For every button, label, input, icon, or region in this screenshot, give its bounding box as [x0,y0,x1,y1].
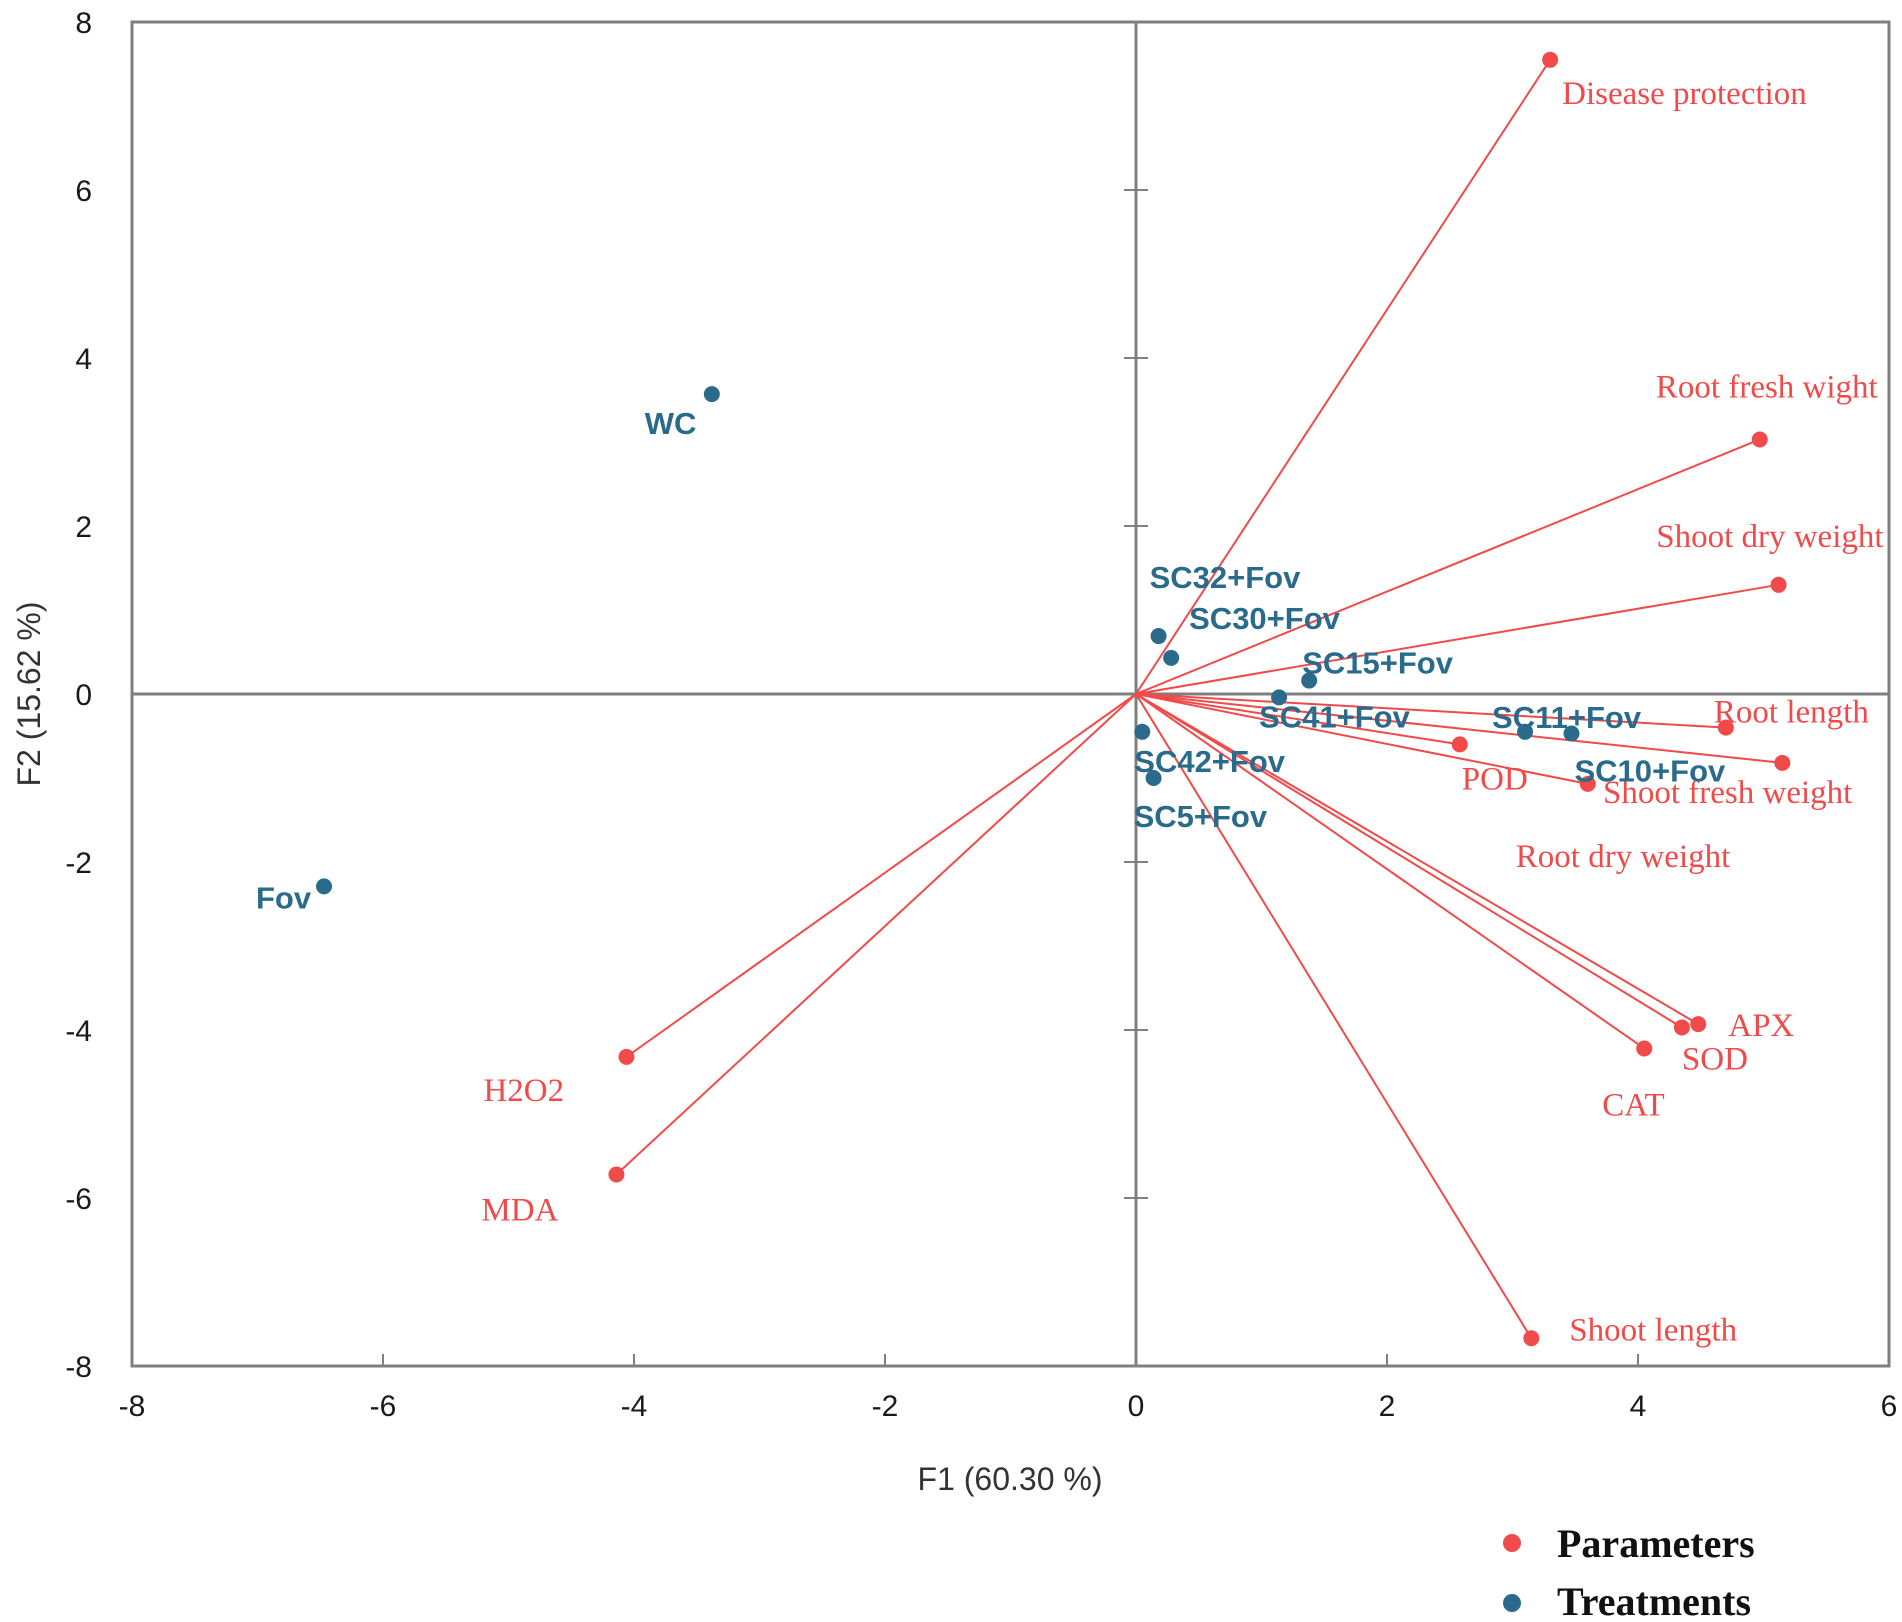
parameter-point-disease-protection [1542,51,1559,68]
vector-root-fresh-wight [1135,438,1761,695]
x-tick-label: 0 [1128,1390,1145,1423]
treatment-label-sc30-fov: SC30+Fov [1189,601,1341,636]
treatment-point-fov [316,878,333,895]
vector-cat [1135,693,1645,1050]
parameter-point-h2o2 [618,1048,635,1065]
treatment-label-wc: WC [645,406,697,441]
parameter-label-pod: POD [1462,761,1528,797]
x-tick-label: -8 [119,1390,146,1423]
zero-axes [132,22,1889,1366]
y-tick-label: -2 [65,847,92,880]
x-tick-label: -2 [872,1390,899,1423]
parameter-point-shoot-fresh-weight [1774,754,1791,771]
vector-root-length [1135,693,1726,729]
treatment-point-sc32-fov [1150,628,1167,645]
vector-pod [1135,693,1460,746]
treatment-point-sc5-fov [1145,770,1162,786]
point-labels: Disease protection Root fresh wight Shoot … [256,76,1884,1348]
data-points [316,51,1791,1347]
parameter-point-shoot-length [1523,1330,1540,1347]
parameter-label-root-dry-weight: Root dry weight [1516,839,1730,875]
treatment-point-wc [703,386,720,403]
parameter-point-cat [1636,1040,1653,1057]
treatment-label-sc15-fov: SC15+Fov [1302,646,1454,681]
parameter-point-root-dry-weight [1579,775,1596,792]
parameter-point-mda [608,1166,625,1183]
axis-ticks: -8 -6 -4 -2 0 2 4 6 8 6 4 2 0 -2 -4 -6 -8 [65,7,1897,1423]
parameter-label-mda: MDA [481,1192,558,1228]
vector-mda [615,693,1137,1176]
x-axis-title: F1 (60.30 %) [918,1461,1103,1497]
parameter-label-cat: CAT [1602,1087,1664,1123]
parameter-label-shoot-dry-weight: Shoot dry weight [1656,519,1883,555]
parameter-vectors [615,59,1783,1339]
parameter-label-root-length: Root length [1714,695,1869,731]
treatment-point-sc10-fov [1563,725,1580,742]
legend-marker-parameters [1503,1534,1521,1552]
parameter-label-h2o2: H2O2 [483,1073,564,1109]
y-tick-label: -8 [65,1351,92,1384]
vector-h2o2 [625,693,1137,1058]
parameter-label-shoot-fresh-weight: Shoot fresh weight [1603,775,1852,811]
treatment-label-fov: Fov [256,880,312,915]
vector-shoot-fresh-weight [1135,693,1783,764]
vector-sod [1135,693,1683,1029]
treatment-label-sc32-fov: SC32+Fov [1150,560,1302,595]
legend: Parameters Treatments [1503,1521,1755,1622]
y-tick-label: 6 [75,175,92,208]
y-tick-label: 0 [75,679,92,712]
parameter-point-root-fresh-wight [1751,431,1768,448]
parameter-point-apx [1690,1016,1707,1033]
vector-apx [1135,693,1699,1025]
treatment-point-sc11-fov [1517,723,1534,740]
treatment-label-sc5-fov: SC5+Fov [1134,799,1268,834]
x-tick-label: 6 [1881,1390,1898,1423]
vector-shoot-length [1135,693,1533,1339]
treatment-point-sc41-fov [1271,689,1288,706]
treatment-label-sc42-fov: SC42+Fov [1134,744,1286,779]
treatment-point-sc30-fov [1163,649,1180,666]
parameter-label-disease-protection: Disease protection [1562,76,1807,112]
vector-shoot-dry-weight [1135,583,1779,695]
y-tick-label: 8 [75,7,92,40]
parameter-label-apx: APX [1728,1008,1794,1044]
y-axis-title: F2 (15.62 %) [11,602,47,787]
y-tick-label: 2 [75,511,92,544]
treatment-label-sc11-fov: SC11+Fov [1492,700,1642,735]
legend-marker-treatments [1503,1594,1521,1612]
treatment-point-sc42-fov [1134,723,1151,740]
legend-label-parameters: Parameters [1557,1521,1755,1566]
x-tick-label: 2 [1379,1390,1396,1423]
x-tick-label: 4 [1630,1390,1647,1423]
treatment-label-sc10-fov: SC10+Fov [1574,753,1726,788]
x-tick-label: -4 [621,1390,648,1423]
parameter-point-sod [1673,1019,1690,1036]
parameter-label-root-fresh-wight: Root fresh wight [1656,369,1878,405]
vector-root-dry-weight [1135,693,1588,785]
vector-disease-protection [1135,59,1551,695]
treatment-label-sc41-fov: SC41+Fov [1259,699,1411,734]
parameter-label-shoot-length: Shoot length [1569,1312,1737,1348]
y-tick-label: -6 [65,1183,92,1216]
y-tick-label: -4 [65,1015,92,1048]
treatment-point-sc15-fov [1301,672,1318,689]
x-tick-label: -6 [370,1390,397,1423]
parameter-point-pod [1451,736,1468,753]
parameter-point-shoot-dry-weight [1770,576,1787,593]
parameter-point-root-length [1717,719,1734,736]
parameter-label-sod: SOD [1682,1041,1748,1077]
legend-label-treatments: Treatments [1557,1579,1751,1622]
y-tick-label: 4 [75,343,92,376]
